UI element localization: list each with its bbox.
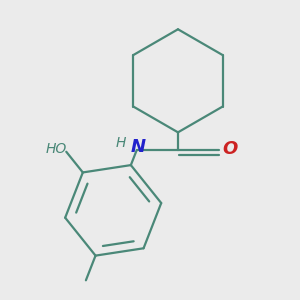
Text: N: N [131, 138, 146, 156]
Text: O: O [223, 140, 238, 158]
Text: H: H [116, 136, 126, 150]
Text: HO: HO [45, 142, 67, 156]
